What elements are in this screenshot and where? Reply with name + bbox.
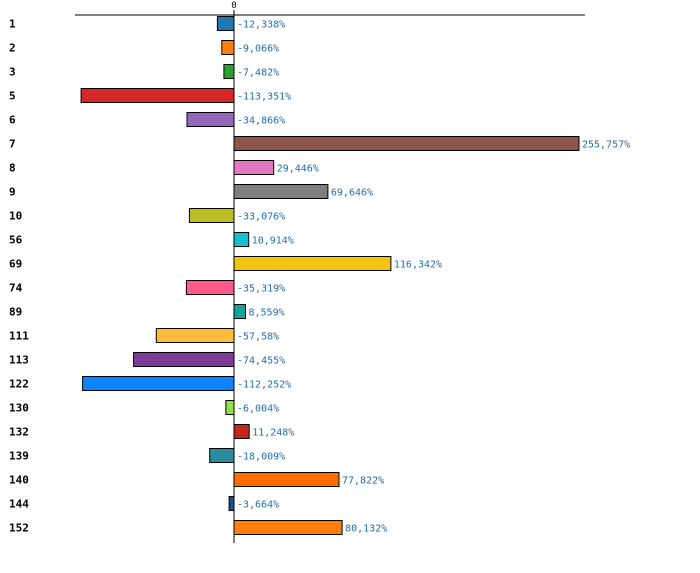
value-label-140: 77,822% [342,476,384,487]
bar-132 [233,424,250,439]
bar-74 [185,280,235,295]
category-label-2: 2 [9,42,16,55]
bar-10 [188,208,235,223]
bar-130 [225,400,235,415]
value-label-5: -113,351% [237,92,291,103]
value-label-2: -9,066% [237,44,279,55]
category-label-144: 144 [9,498,29,511]
category-label-56: 56 [9,234,23,247]
value-label-3: -7,482% [237,68,279,79]
category-label-5: 5 [9,90,16,103]
bar-139 [209,448,235,463]
bar-6 [186,112,235,127]
category-label-74: 74 [9,282,23,295]
bar-69 [233,256,392,271]
labels-group: 1 -12,338% 2 -9,066% 3 -7,482% 5 -113,351% 6 -34,… [9,18,630,535]
category-label-130: 130 [9,402,29,415]
value-label-122: -112,252% [237,380,291,391]
category-label-7: 7 [9,138,16,151]
value-label-89: 8,559% [249,308,285,319]
category-label-1: 1 [9,18,16,31]
category-label-113: 113 [9,354,29,367]
value-label-74: -35,319% [237,284,285,295]
bar-140 [233,472,340,487]
category-label-111: 111 [9,330,29,343]
value-label-6: -34,866% [237,116,285,127]
value-label-56: 10,914% [252,236,294,247]
category-label-8: 8 [9,162,16,175]
value-label-132: 11,248% [252,428,294,439]
bar-7 [233,136,580,151]
value-label-152: 80,132% [345,524,387,535]
value-label-10: -33,076% [237,212,285,223]
bar-122 [82,376,235,391]
category-label-10: 10 [9,210,22,223]
bar-9 [233,184,329,199]
category-label-139: 139 [9,450,29,463]
bar-113 [133,352,235,367]
category-label-89: 89 [9,306,22,319]
value-label-144: -3,664% [237,500,279,511]
value-label-8: 29,446% [277,164,319,175]
category-label-3: 3 [9,66,16,79]
bar-5 [80,88,235,103]
category-label-6: 6 [9,114,16,127]
category-label-9: 9 [9,186,16,199]
value-label-7: 255,757% [582,140,630,151]
category-label-122: 122 [9,378,29,391]
bars-group [80,16,580,535]
bar-1 [216,16,235,31]
category-label-132: 132 [9,426,29,439]
bar-144 [228,496,235,511]
zero-tick-label: 0 [231,1,236,11]
value-label-139: -18,009% [237,452,285,463]
value-label-113: -74,455% [237,356,285,367]
category-label-152: 152 [9,522,29,535]
value-label-9: 69,646% [331,188,373,199]
category-label-140: 140 [9,474,29,487]
value-label-111: -57,58% [237,332,279,343]
value-label-1: -12,338% [237,20,285,31]
value-label-130: -6,004% [237,404,279,415]
bar-111 [155,328,235,343]
bar-152 [233,520,343,535]
bar-89 [233,304,246,319]
value-label-69: 116,342% [394,260,442,271]
bar-3 [223,64,235,79]
category-label-69: 69 [9,258,22,271]
bar-56 [233,232,250,247]
bar-8 [233,160,275,175]
bar-2 [221,40,235,55]
